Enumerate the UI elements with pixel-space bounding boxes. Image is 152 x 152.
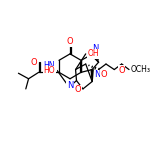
Text: OH: OH: [88, 49, 99, 58]
Text: N: N: [94, 71, 100, 79]
Polygon shape: [91, 70, 93, 81]
Text: O: O: [30, 58, 37, 67]
Text: O: O: [100, 71, 107, 79]
Text: HN: HN: [45, 62, 56, 71]
Text: O: O: [67, 37, 73, 46]
Text: OCH₃: OCH₃: [131, 65, 151, 74]
Text: O: O: [118, 66, 125, 75]
Text: N: N: [92, 44, 98, 53]
Text: HO: HO: [44, 66, 55, 75]
Text: N: N: [67, 81, 73, 90]
Text: O: O: [74, 85, 81, 94]
Text: HN: HN: [43, 60, 55, 70]
